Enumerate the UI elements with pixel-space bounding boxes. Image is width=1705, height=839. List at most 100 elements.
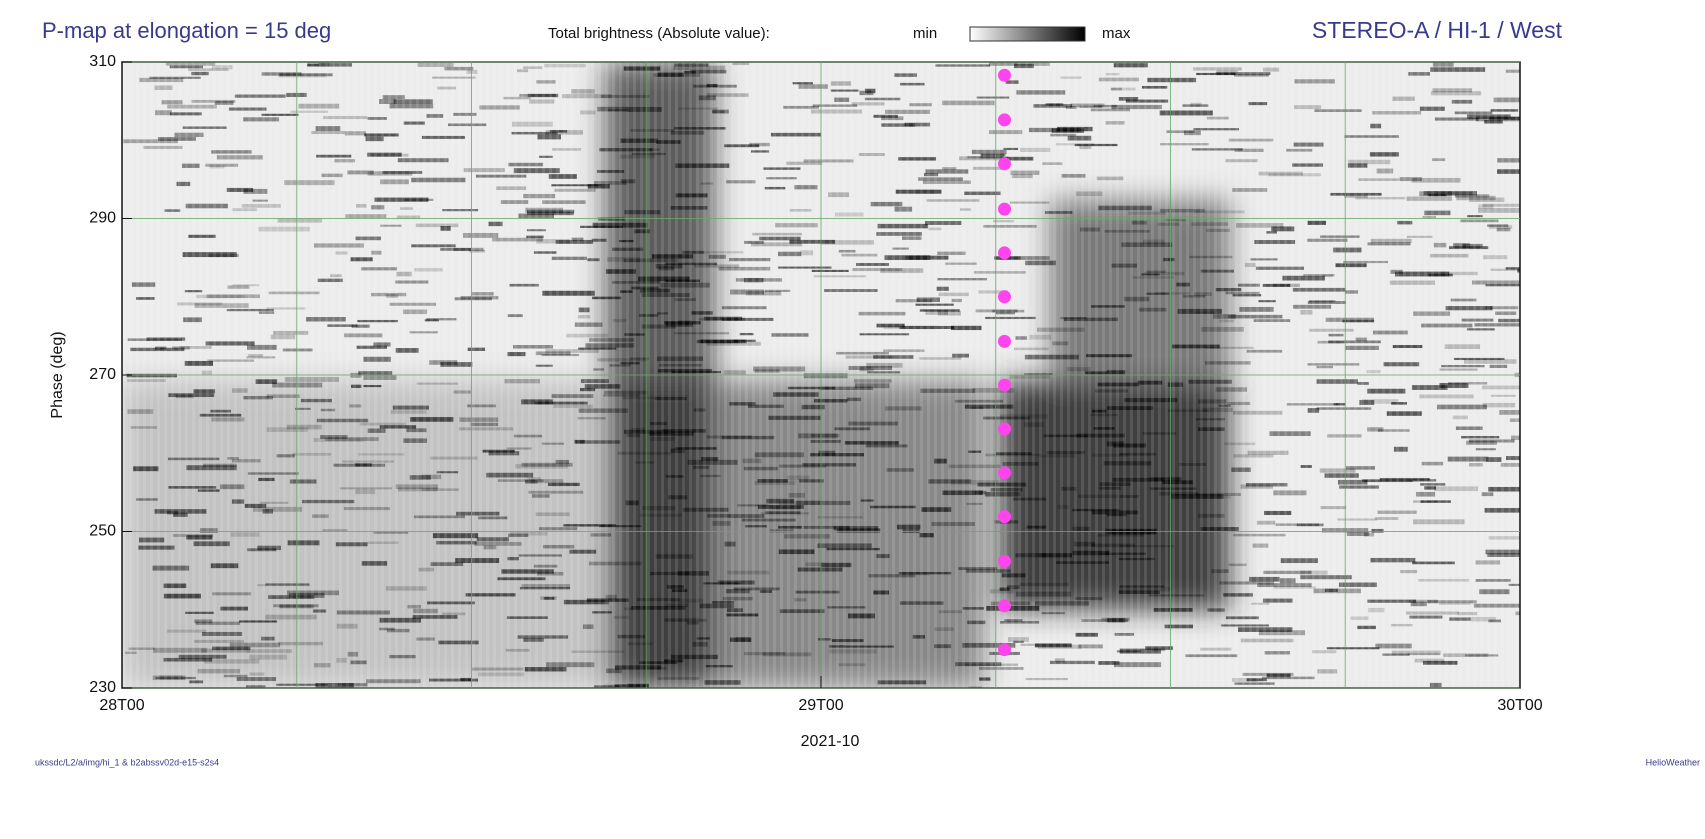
texture-streak: [258, 226, 310, 232]
texture-streak: [533, 564, 558, 568]
texture-streak: [1316, 379, 1358, 384]
texture-streak: [1191, 148, 1243, 151]
texture-streak: [1228, 138, 1274, 142]
texture-streak: [194, 639, 244, 643]
texture-streak: [1339, 485, 1379, 489]
texture-streak: [541, 442, 565, 445]
texture-streak: [675, 193, 708, 198]
texture-streak: [1444, 344, 1481, 349]
texture-streak: [721, 435, 775, 440]
texture-streak: [1245, 483, 1288, 487]
texture-streak: [1075, 433, 1125, 438]
texture-streak: [902, 572, 930, 576]
texture-streak: [1293, 142, 1324, 147]
texture-streak: [311, 130, 345, 135]
texture-streak: [796, 500, 851, 505]
texture-streak: [205, 341, 255, 346]
texture-streak: [336, 610, 391, 615]
texture-streak: [1234, 74, 1269, 77]
texture-streak: [919, 309, 960, 312]
texture-streak: [1487, 224, 1509, 227]
texture-streak: [193, 541, 230, 547]
texture-streak: [188, 68, 229, 72]
texture-streak: [229, 642, 281, 648]
texture-streak: [1026, 525, 1046, 529]
texture-streak: [182, 126, 227, 129]
texture-streak: [693, 84, 737, 88]
texture-streak: [1264, 651, 1290, 655]
texture-streak: [532, 494, 550, 498]
texture-streak: [757, 479, 788, 483]
texture-streak: [1225, 616, 1259, 620]
texture-streak: [424, 319, 440, 322]
texture-streak: [925, 169, 969, 174]
texture-streak: [1361, 479, 1413, 483]
texture-streak: [199, 413, 242, 417]
texture-streak: [212, 592, 252, 596]
texture-streak: [881, 116, 904, 121]
texture-streak: [365, 136, 384, 142]
texture-streak: [1247, 450, 1289, 455]
texture-streak: [357, 319, 398, 323]
texture-streak: [130, 426, 158, 429]
texture-streak: [803, 373, 848, 379]
texture-streak: [1043, 434, 1088, 438]
texture-streak: [474, 541, 522, 546]
texture-streak: [483, 545, 497, 550]
texture-streak: [172, 346, 190, 350]
texture-streak: [270, 334, 296, 340]
texture-streak: [1013, 640, 1024, 643]
texture-streak: [744, 240, 764, 244]
texture-streak: [442, 208, 479, 212]
texture-streak: [247, 354, 264, 357]
texture-streak: [1106, 513, 1127, 517]
texture-streak: [1484, 120, 1503, 124]
texture-streak: [1418, 578, 1470, 582]
texture-streak: [563, 524, 616, 527]
texture-streak: [193, 389, 216, 394]
texture-streak: [1488, 536, 1520, 540]
texture-streak: [386, 628, 410, 633]
texture-streak: [1414, 658, 1445, 663]
texture-streak: [1280, 558, 1318, 564]
texture-streak: [1156, 292, 1191, 295]
texture-streak: [571, 650, 625, 653]
texture-streak: [1490, 268, 1520, 271]
texture-streak: [521, 584, 570, 588]
texture-streak: [729, 257, 771, 262]
texture-streak: [1370, 123, 1382, 129]
colorbar-label: Total brightness (Absolute value):: [548, 25, 770, 42]
texture-streak: [883, 349, 925, 353]
texture-streak: [704, 680, 741, 685]
texture-streak: [682, 250, 705, 254]
texture-streak: [1190, 102, 1202, 107]
texture-streak: [820, 562, 852, 568]
texture-streak: [1473, 603, 1520, 608]
texture-streak: [934, 458, 947, 464]
texture-streak: [964, 404, 1014, 409]
texture-streak: [1434, 117, 1479, 121]
texture-streak: [1063, 317, 1118, 322]
texture-streak: [1011, 174, 1033, 179]
texture-streak: [854, 383, 890, 389]
texture-streak: [792, 82, 813, 85]
texture-streak: [1282, 275, 1325, 281]
texture-streak: [631, 605, 686, 610]
texture-streak: [421, 474, 442, 480]
texture-streak: [1375, 517, 1399, 520]
texture-streak: [694, 264, 740, 268]
texture-streak: [999, 587, 1010, 591]
texture-streak: [1033, 104, 1073, 108]
texture-streak: [797, 567, 843, 572]
texture-streak: [852, 268, 903, 272]
texture-streak: [1098, 77, 1139, 82]
texture-streak: [1475, 560, 1501, 565]
texture-streak: [918, 177, 963, 181]
texture-streak: [1488, 486, 1520, 492]
texture-streak: [393, 99, 433, 104]
texture-streak: [407, 604, 421, 609]
texture-streak: [1439, 368, 1478, 371]
texture-streak: [1409, 599, 1438, 603]
texture-streak: [794, 598, 807, 602]
texture-streak: [185, 203, 229, 209]
